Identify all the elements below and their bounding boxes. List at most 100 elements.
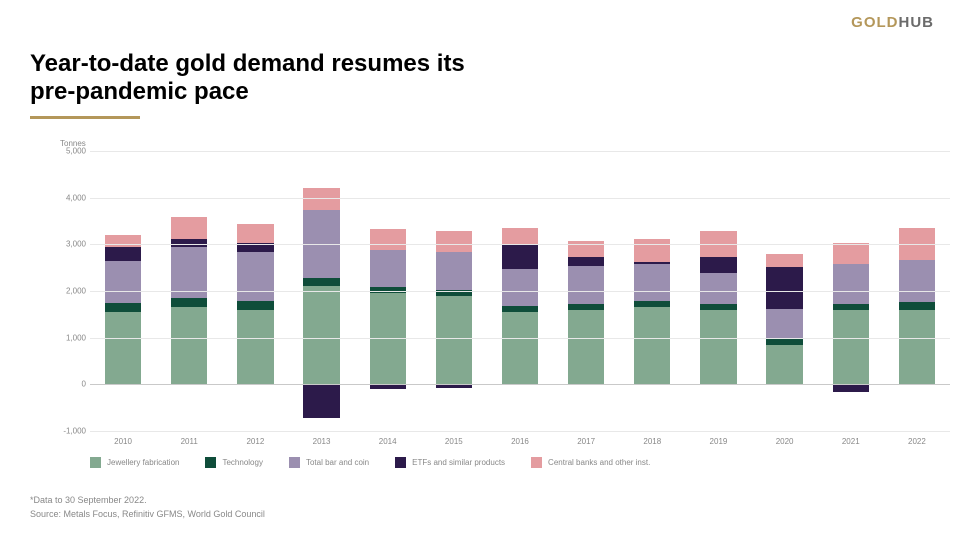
legend-item: Total bar and coin	[289, 457, 369, 468]
x-category-label: 2017	[556, 437, 616, 446]
title-underline	[30, 116, 140, 119]
y-tick-label: -1,000	[46, 427, 86, 436]
bar-segment	[436, 252, 472, 289]
legend-swatch	[205, 457, 216, 468]
bar-segment	[634, 301, 670, 307]
bar-segment	[105, 312, 141, 384]
page-root: GOLDHUB Year-to-date gold demand resumes…	[0, 0, 960, 540]
bar-segment	[700, 273, 736, 303]
gridline	[90, 244, 950, 245]
footnote-source: Source: Metals Focus, Refinitiv GFMS, Wo…	[30, 508, 930, 522]
bar-segment	[833, 310, 869, 385]
bar-segment	[502, 228, 538, 244]
bar-segment	[899, 310, 935, 385]
bar-segment	[237, 224, 273, 243]
footnote-data-date: *Data to 30 September 2022.	[30, 494, 930, 508]
y-tick-label: 0	[46, 380, 86, 389]
legend-item: Central banks and other inst.	[531, 457, 650, 468]
title-line-2: pre-pandemic pace	[30, 78, 249, 105]
x-category-label: 2022	[887, 437, 947, 446]
y-tick-label: 4,000	[46, 193, 86, 202]
legend-label: ETFs and similar products	[412, 458, 505, 467]
legend-swatch	[531, 457, 542, 468]
bar-segment	[370, 250, 406, 287]
bar-segment	[303, 188, 339, 210]
bar-segment	[105, 261, 141, 303]
bar-segment	[237, 252, 273, 301]
bar-segment	[502, 269, 538, 306]
page-title: Year-to-date gold demand resumes its pre…	[30, 50, 930, 106]
bar-segment	[568, 304, 604, 310]
legend-label: Total bar and coin	[306, 458, 369, 467]
bar-segment	[370, 293, 406, 384]
bar-segment	[700, 257, 736, 273]
bar-segment	[171, 298, 207, 307]
gridline	[90, 431, 950, 432]
legend-item: Technology	[205, 457, 262, 468]
bar-segment	[766, 254, 802, 267]
bar-segment	[237, 310, 273, 385]
gridline	[90, 198, 950, 199]
bar-segment	[568, 310, 604, 385]
legend: Jewellery fabrication Technology Total bar…	[90, 457, 930, 468]
logo-gold: GOLD	[851, 14, 898, 31]
gridline	[90, 338, 950, 339]
footnotes: *Data to 30 September 2022. Source: Meta…	[30, 494, 930, 521]
x-category-label: 2020	[755, 437, 815, 446]
bar-segment	[766, 267, 802, 309]
legend-label: Jewellery fabrication	[107, 458, 179, 467]
y-tick-label: 5,000	[46, 147, 86, 156]
bar-segment	[171, 307, 207, 384]
x-category-label: 2018	[622, 437, 682, 446]
bar-segment	[436, 231, 472, 252]
x-category-label: 2011	[159, 437, 219, 446]
plot-area: 2010201120122013201420152016201720182019…	[90, 151, 950, 431]
bar-segment	[700, 304, 736, 310]
bar-segment	[833, 304, 869, 310]
bar-segment	[303, 384, 339, 418]
brand-logo: GOLDHUB	[851, 14, 934, 31]
bar-segment	[833, 264, 869, 304]
x-category-label: 2019	[688, 437, 748, 446]
x-category-label: 2012	[225, 437, 285, 446]
bar-segment	[634, 239, 670, 261]
bar-segment	[370, 229, 406, 250]
bar-segment	[105, 247, 141, 261]
bar-segment	[105, 303, 141, 312]
y-tick-label: 1,000	[46, 333, 86, 342]
bar-segment	[436, 296, 472, 385]
bar-segment	[171, 217, 207, 239]
bar-segment	[634, 264, 670, 301]
bar-segment	[766, 345, 802, 385]
x-category-label: 2014	[358, 437, 418, 446]
legend-swatch	[395, 457, 406, 468]
y-tick-label: 3,000	[46, 240, 86, 249]
bar-segment	[833, 243, 869, 264]
x-category-label: 2015	[424, 437, 484, 446]
bar-segment	[833, 384, 869, 392]
bar-segment	[766, 309, 802, 339]
logo-hub: HUB	[899, 14, 935, 31]
legend-swatch	[90, 457, 101, 468]
bar-segment	[502, 306, 538, 312]
legend-swatch	[289, 457, 300, 468]
bar-segment	[899, 302, 935, 309]
gridline	[90, 151, 950, 152]
x-category-label: 2013	[292, 437, 352, 446]
bar-segment	[634, 262, 670, 264]
x-category-label: 2010	[93, 437, 153, 446]
bar-segment	[303, 278, 339, 286]
bar-segment	[237, 301, 273, 309]
gridline	[90, 291, 950, 292]
bar-segment	[766, 339, 802, 345]
bar-segment	[634, 307, 670, 384]
x-category-label: 2016	[490, 437, 550, 446]
bar-segment	[568, 266, 604, 303]
bar-segment	[899, 260, 935, 302]
chart-container: Tonnes 201020112012201320142015201620172…	[30, 151, 930, 468]
legend-item: ETFs and similar products	[395, 457, 505, 468]
title-line-1: Year-to-date gold demand resumes its	[30, 50, 465, 77]
bar-segment	[171, 239, 207, 246]
bar-segment	[502, 312, 538, 384]
bar-segment	[303, 286, 339, 384]
